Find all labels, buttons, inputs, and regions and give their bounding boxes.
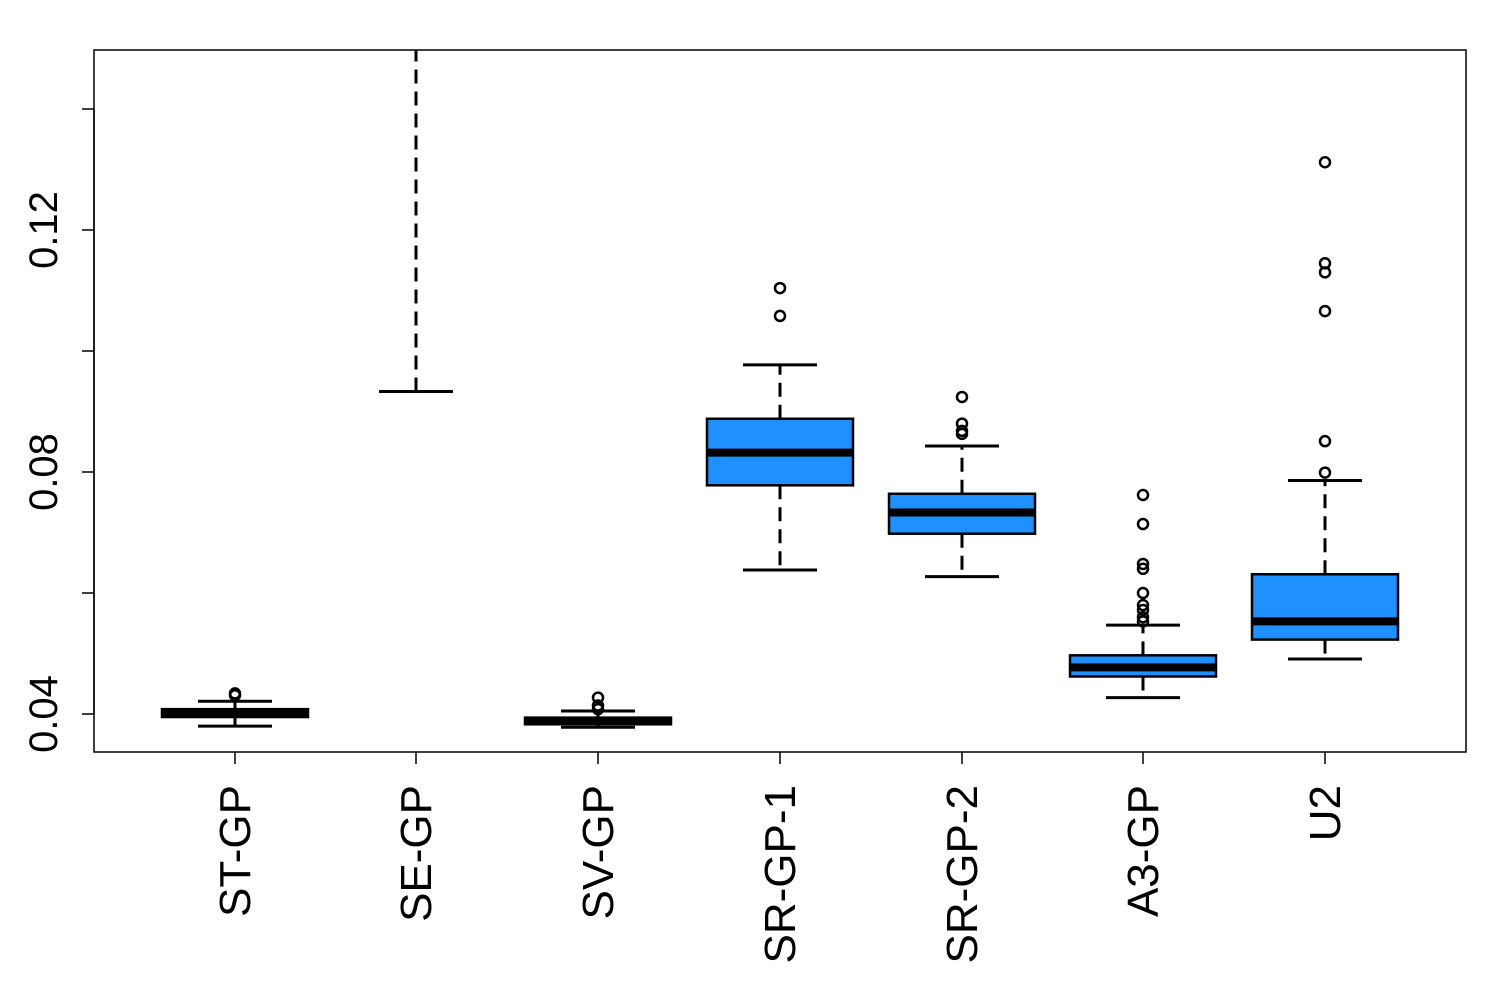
x-tick-label: SR-GP-1 xyxy=(756,785,805,963)
outlier-point xyxy=(1136,586,1150,600)
box-sr-gp-1 xyxy=(705,281,855,572)
outlier-point xyxy=(1136,603,1150,617)
outlier-point xyxy=(773,309,787,323)
x-tick-label: SE-GP xyxy=(392,785,441,922)
outlier-point xyxy=(1136,615,1150,628)
outlier-point xyxy=(1318,304,1332,318)
outlier-point xyxy=(1318,155,1332,169)
x-axis: ST-GP SE-GP SV-GP SR-GP-1 SR-GP-2 A3-GP U2 xyxy=(211,752,1350,963)
box-a3-gp xyxy=(1068,488,1218,700)
box-st-gp xyxy=(160,687,310,728)
outlier-point xyxy=(1136,610,1150,624)
x-tick-label: A3-GP xyxy=(1119,785,1168,917)
box-sr-gp-2 xyxy=(887,390,1037,579)
y-axis: 0.04 0.08 0.12 xyxy=(22,108,95,753)
y-tick-label: 0.12 xyxy=(22,191,66,269)
outlier-point xyxy=(1136,598,1150,612)
box-se-gp xyxy=(379,50,453,394)
outlier-point xyxy=(228,687,242,700)
y-tick-label: 0.04 xyxy=(22,675,66,753)
outlier-point xyxy=(591,699,605,712)
box-iqr xyxy=(1250,572,1400,641)
outlier-point xyxy=(1136,562,1150,576)
outlier-point xyxy=(773,281,787,295)
outlier-point xyxy=(955,424,969,438)
x-tick-label: SV-GP xyxy=(574,785,623,920)
outlier-point xyxy=(1136,488,1150,502)
y-tick-label: 0.08 xyxy=(22,433,66,511)
outlier-point xyxy=(955,390,969,404)
box-u2 xyxy=(1250,155,1400,661)
x-tick-label: ST-GP xyxy=(211,785,260,917)
outlier-point xyxy=(1136,557,1150,571)
box-sv-gp xyxy=(523,691,673,729)
plot-frame xyxy=(93,49,1467,753)
outlier-point xyxy=(955,417,969,430)
outlier-point xyxy=(1318,257,1332,270)
x-tick-label: SR-GP-2 xyxy=(938,785,987,963)
outlier-point xyxy=(1136,517,1150,531)
outlier-point xyxy=(1318,434,1332,448)
x-tick-label: U2 xyxy=(1301,785,1350,841)
outlier-point xyxy=(1318,466,1332,479)
outlier-point xyxy=(591,691,605,704)
box-series xyxy=(160,50,1400,729)
